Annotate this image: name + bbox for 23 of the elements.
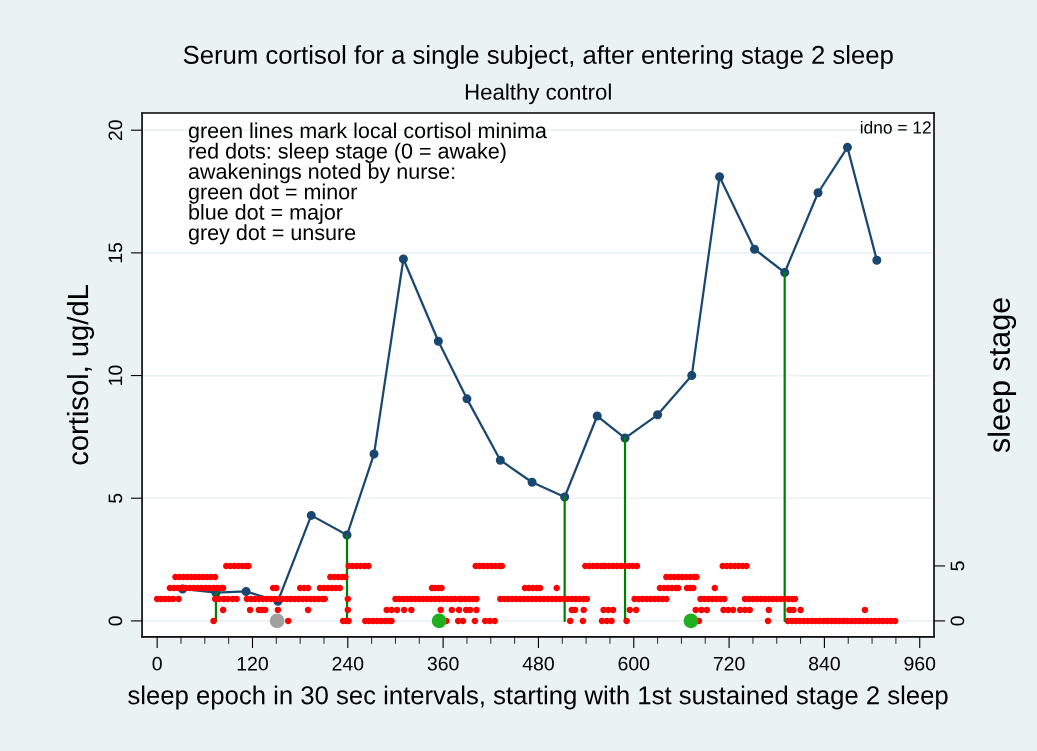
annotation: idno = 12: [860, 120, 931, 134]
y-tick-label: 10: [108, 365, 123, 385]
x-tick-label: 840: [809, 656, 840, 671]
y2-axis-title: sleep stage: [987, 298, 1017, 453]
annotation: green lines mark local cortisol minima red dots: sleep stage (0 = awake) awakenings noted by nurse: green dot = minor blue dot = major grey dot = unsure: [188, 122, 547, 245]
y-tick-label: 0: [108, 616, 123, 626]
x-tick-label: 120: [237, 656, 268, 671]
y2-tick-label: 5: [950, 561, 965, 571]
x-tick-label: 960: [904, 656, 936, 671]
x-tick-label: 480: [522, 656, 554, 671]
y-tick-label: 5: [108, 493, 123, 503]
x-tick-label: 240: [332, 656, 364, 671]
x-tick-label: 360: [427, 656, 459, 671]
x-tick-label: 600: [618, 656, 650, 671]
y-tick-label: 15: [108, 242, 123, 263]
y2-tick-label: 0: [950, 616, 965, 626]
y-axis-title: cortisol, ug/dL: [66, 285, 95, 465]
chart-subtitle: Healthy control: [465, 83, 611, 105]
y-tick-label: 20: [108, 120, 123, 141]
x-tick-label: 720: [713, 656, 745, 671]
x-axis-title: sleep epoch in 30 sec intervals, starting with 1st sustained stage 2 sleep: [128, 685, 948, 710]
chart-title: Serum cortisol for a single subject, after entering stage 2 sleep: [183, 45, 893, 70]
x-tick-label: 0: [152, 656, 162, 671]
